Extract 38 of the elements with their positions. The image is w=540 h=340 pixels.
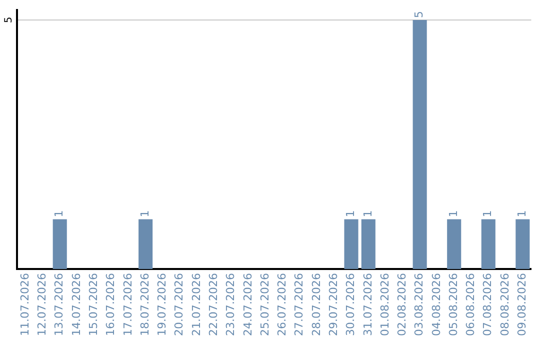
x-tick-label: 16.07.2026 [104,273,118,336]
x-tick-label: 02.08.2026 [396,273,409,336]
x-tick-label: 01.08.2026 [378,273,392,336]
x-tick-label: 25.07.2026 [258,273,272,336]
x-tick-label: 14.07.2026 [70,273,83,336]
data-label: 5 [412,10,426,18]
x-tick-label: 18.07.2026 [138,273,152,336]
x-tick-label: 29.07.2026 [326,273,340,336]
x-tick-label: 05.08.2026 [446,273,460,336]
data-label: 1 [361,210,374,218]
data-label: 1 [52,210,66,218]
x-tick-label: 22.07.2026 [206,273,220,336]
x-tick-label: 06.08.2026 [464,273,478,336]
x-tick-label: 27.07.2026 [292,273,306,336]
x-tick-label: 24.07.2026 [241,273,254,336]
x-tick-label: 13.07.2026 [52,273,66,336]
x-tick-label: 17.07.2026 [121,273,134,336]
x-tick-label: 03.08.2026 [412,273,426,336]
x-tick-label: 20.07.2026 [172,273,186,336]
data-label: 1 [138,210,152,218]
x-tick-label: 04.08.2026 [430,273,443,336]
x-tick-label: 12.07.2026 [36,273,49,336]
x-tick-label: 26.07.2026 [276,273,289,336]
x-tick-label: 07.08.2026 [481,273,494,336]
data-label: 1 [481,210,494,218]
x-tick-label: 30.07.2026 [344,273,358,336]
x-tick-label: 08.08.2026 [498,273,512,336]
data-label: 1 [446,210,460,218]
x-tick-label: 11.07.2026 [18,273,32,336]
x-tick-label: 31.07.2026 [361,273,374,336]
data-label: 1 [344,210,358,218]
x-tick-label: 21.07.2026 [190,273,203,336]
x-tick-label: 28.07.2026 [310,273,323,336]
data-label: 1 [516,210,529,218]
x-tick-label: 19.07.2026 [156,273,169,336]
x-tick-label: 15.07.2026 [86,273,100,336]
x-tick-label: 09.08.2026 [516,273,529,336]
x-tick-label: 23.07.2026 [224,273,238,336]
